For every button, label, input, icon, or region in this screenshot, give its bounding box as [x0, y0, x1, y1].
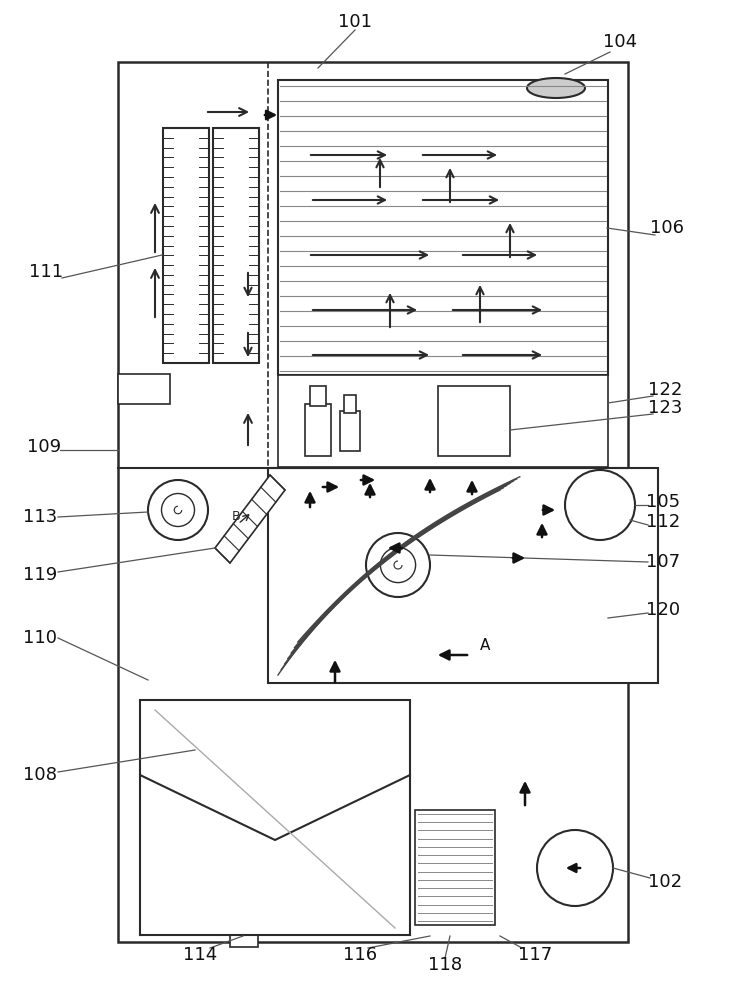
Text: 119: 119 — [23, 566, 57, 584]
Bar — [344, 395, 356, 413]
Bar — [213, 128, 259, 363]
Text: 122: 122 — [648, 381, 682, 399]
Text: 112: 112 — [646, 513, 680, 531]
Polygon shape — [215, 475, 285, 563]
Text: 123: 123 — [648, 399, 682, 417]
Text: 104: 104 — [603, 33, 637, 51]
Bar — [278, 375, 608, 467]
Bar — [340, 411, 360, 451]
Text: 118: 118 — [428, 956, 462, 974]
Text: A: A — [480, 638, 491, 653]
Bar — [268, 468, 658, 683]
Text: 107: 107 — [646, 553, 680, 571]
Text: 102: 102 — [648, 873, 682, 891]
Bar — [278, 80, 608, 375]
Text: 109: 109 — [27, 438, 61, 456]
Bar — [305, 404, 331, 456]
Bar — [230, 935, 258, 947]
Text: 106: 106 — [650, 219, 684, 237]
Text: 113: 113 — [23, 508, 57, 526]
Text: 120: 120 — [646, 601, 680, 619]
Polygon shape — [140, 700, 410, 840]
Text: B: B — [232, 510, 240, 523]
Text: 108: 108 — [23, 766, 57, 784]
Bar — [163, 128, 209, 363]
Text: 110: 110 — [23, 629, 57, 647]
Bar — [415, 810, 495, 925]
Ellipse shape — [527, 78, 585, 98]
Text: 114: 114 — [183, 946, 217, 964]
Text: 105: 105 — [646, 493, 680, 511]
Bar — [438, 386, 510, 456]
Bar — [118, 62, 628, 942]
Text: 111: 111 — [29, 263, 63, 281]
Bar — [118, 374, 170, 404]
Bar — [310, 386, 326, 406]
Text: 117: 117 — [518, 946, 552, 964]
Text: 101: 101 — [338, 13, 372, 31]
Text: 116: 116 — [343, 946, 377, 964]
